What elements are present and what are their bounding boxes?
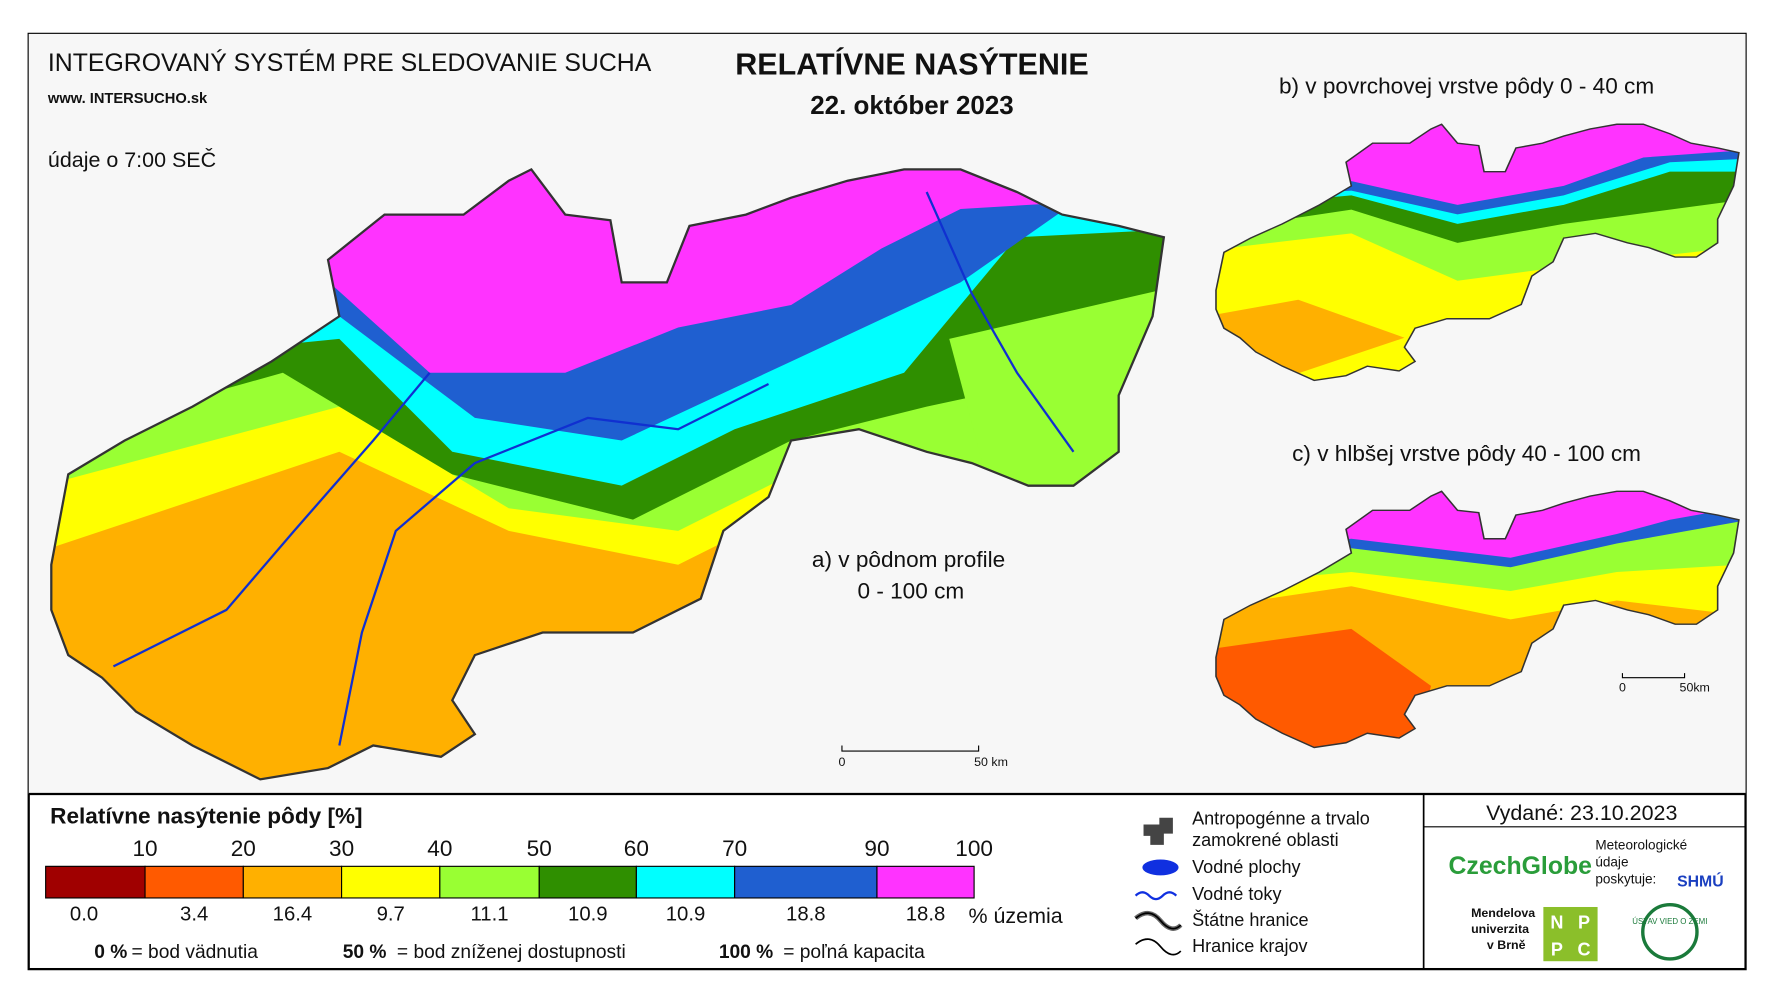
legend-tick: 70 [722,836,747,861]
icon [1142,859,1179,876]
logo-text: Mendelova [1471,906,1535,920]
scale-bar [1621,673,1686,679]
main-title: RELATÍVNE NASÝTENIE [735,47,1088,82]
legend-share: 3.4 [180,904,208,926]
logo-text: N [1550,912,1563,932]
logo-text: univerzita [1471,922,1529,936]
website: www. INTERSUCHO.sk [47,91,208,107]
date: 22. október 2023 [810,90,1014,120]
note-key: 0 % [94,942,127,963]
note-text: = bod zníženej dostupnosti [397,942,626,963]
legend-tick: 90 [864,836,889,861]
logo-nppc [1543,906,1598,962]
legend-tick: 50 [527,836,552,861]
legend-swatch [45,865,146,899]
note-key: 50 % [343,942,387,963]
legend-share: 10.9 [568,904,608,926]
map-label: b) v povrchovej vrstve pôdy 0 - 40 cm [1279,74,1654,99]
map-label: 0 - 100 cm [858,579,965,604]
note-text: = bod vädnutia [131,942,258,963]
scale-bar [841,745,980,752]
legend-tick: 20 [231,836,256,861]
legend-swatch [144,865,244,899]
logo-text: P [1551,940,1563,960]
symbol-label: Antropogénne a trvalo [1192,809,1370,829]
legend-share: 16.4 [273,904,313,926]
logo-text: C [1578,940,1591,960]
symbol-label: Vodné toky [1192,884,1281,904]
legend: 0.0 3.4 16.4 9.7 11.1 10.9 10.9 18.8 18.8 10 20 30 4… [45,836,1063,963]
legend-swatch [538,865,637,899]
logo-text: údaje [1595,854,1628,869]
time-note: údaje o 7:00 SEČ [48,147,216,172]
legend-swatch [242,865,343,899]
legend-share: 18.8 [786,904,826,926]
logo-text: v Brně [1487,938,1526,952]
scale-label: 50km [1680,680,1710,694]
system-title: INTEGROVANÝ SYSTÉM PRE SLEDOVANIE SUCHA [48,50,652,77]
legend-share: 0.0 [70,904,98,926]
legend-swatch [341,865,441,899]
symbol-legend: Antropogénne a trvalo zamokrené oblasti … [1134,809,1370,956]
logo-text: Meteorologické [1595,837,1687,852]
icon [1143,817,1173,845]
legend-swatch [734,865,878,899]
logo-text: poskytuje: [1595,871,1656,886]
note-text: = poľná kapacita [783,942,925,963]
note-key: 100 % [719,942,773,963]
logo-text: P [1578,912,1590,932]
scale-label: 0 [1619,680,1626,694]
map-label: c) v hlbšej vrstve pôdy 40 - 100 cm [1292,441,1641,466]
symbol-label: Vodné plochy [1192,857,1300,877]
legend-tick: 60 [624,836,649,861]
legend-share: 11.1 [471,904,509,926]
icon [1135,912,1182,930]
logo-czechglobe: CzechGlobe [1448,853,1591,880]
symbol-label: Štátne hranice [1192,909,1308,930]
legend-unit: % územia [968,904,1062,928]
logo-shmu: SHMÚ [1677,872,1724,891]
icon [1135,938,1182,956]
symbol-label: zamokrené oblasti [1192,830,1339,850]
symbol-label: Hranice krajov [1192,936,1307,956]
legend-swatch [876,865,975,899]
logo-uvz [1641,903,1699,961]
map-label: a) v pôdnom profile [812,547,1005,572]
icon [1134,891,1178,901]
legend-share: 18.8 [906,904,946,926]
logo-text: ÚSTAV VIED O ZEMI [1632,917,1707,926]
legend-tick: 30 [329,836,354,861]
legend-share: 10.9 [666,904,706,926]
legend-share: 9.7 [377,904,405,926]
issued-date: Vydané: 23.10.2023 [1486,801,1677,825]
legend-tick: 100 [955,836,993,861]
legend-tick: 40 [427,836,452,861]
scale-label: 50 km [974,755,1008,769]
legend-title: Relatívne nasýtenie pôdy [%] [50,803,362,828]
legend-tick: 10 [132,836,157,861]
scale-label: 0 [838,755,845,769]
legend-swatch [439,865,540,899]
legend-swatch [635,865,736,899]
